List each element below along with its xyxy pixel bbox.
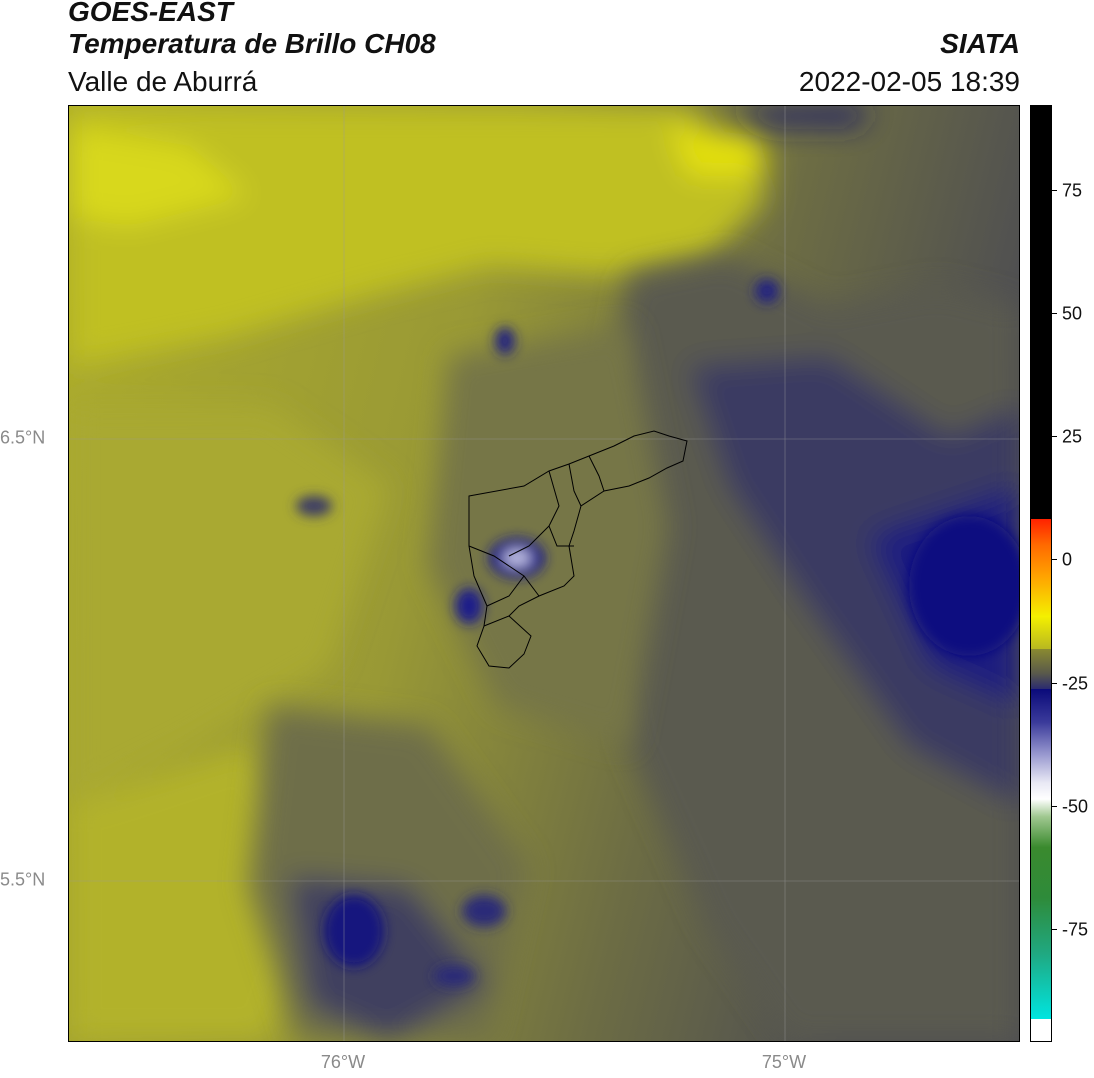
colorbar-label-minus50: -50 [1062,796,1089,817]
colorbar-tick [1051,436,1057,437]
colorbar-black-segment [1031,106,1051,519]
organization-label: SIATA [940,28,1020,59]
municipality-divider-4 [468,545,540,597]
colorbar-label-50: 50 [1062,303,1083,324]
colorbar-olive-segment [1031,649,1051,689]
title-product: Temperatura de Brillo CH08 [68,28,436,59]
satellite-map[interactable] [68,105,1020,1042]
colorbar-label-25: 25 [1062,426,1083,447]
colorbar-tick [1051,806,1057,807]
title-satellite: GOES-EAST [68,0,233,27]
colorbar-tick [1051,559,1057,560]
colorbar-green-cyan-segment [1031,799,1051,1019]
colorbar-warm-segment [1031,519,1051,649]
municipality-divider-2 [568,463,582,507]
colorbar-label-0: 0 [1062,549,1073,570]
graticule [69,106,1019,1041]
colorbar-tick [1051,313,1057,314]
colorbar-tick [1051,683,1057,684]
datetime-label: 2022-02-05 18:39 [798,66,1020,97]
convective-cells [296,279,1019,986]
colorbar-tick [1051,929,1057,930]
temperature-colorbar [1030,105,1052,1042]
aburra-valley-outline [468,430,688,669]
colorbar-label-minus75: -75 [1062,919,1089,940]
municipality-divider-7 [508,525,550,557]
lon-label-76: 76°W [320,1052,366,1072]
colorbar-label-minus25: -25 [1062,673,1089,694]
municipality-divider-5 [486,575,525,607]
colorbar-navy-segment [1031,689,1051,799]
lat-label-6-5: 6.5°N [0,427,46,448]
subtitle-region: Valle de Aburrá [68,66,258,97]
colorbar-label-75: 75 [1062,180,1083,201]
warm-region-north [69,106,769,1041]
map-canvas [69,106,1019,1041]
colorbar-tick [1051,190,1057,191]
lat-label-5-5: 5.5°N [0,869,46,890]
colorbar-white-bottom [1031,1019,1051,1041]
municipality-divider-6 [483,615,510,627]
municipality-divider-3 [588,455,605,492]
lon-label-75: 75°W [761,1052,807,1072]
municipality-boundaries [468,430,688,669]
